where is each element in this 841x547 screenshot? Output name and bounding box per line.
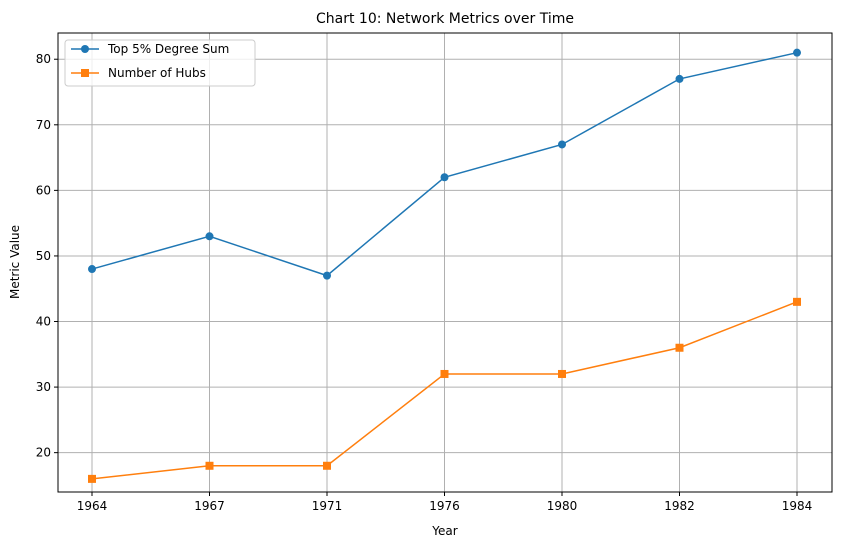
data-point bbox=[323, 271, 331, 280]
series-layer bbox=[88, 48, 801, 483]
x-tick-label: 1971 bbox=[312, 499, 343, 513]
y-tick-label: 70 bbox=[36, 118, 51, 132]
x-tick-label: 1980 bbox=[547, 499, 578, 513]
data-point bbox=[793, 48, 801, 57]
data-point bbox=[88, 265, 96, 274]
data-point bbox=[440, 173, 449, 182]
y-tick-label: 30 bbox=[36, 380, 51, 394]
data-point bbox=[675, 74, 684, 83]
legend-label-top5: Top 5% Degree Sum bbox=[107, 42, 229, 56]
data-point bbox=[558, 369, 566, 378]
data-point bbox=[675, 343, 684, 352]
data-point bbox=[88, 474, 96, 483]
x-tick-label: 1984 bbox=[782, 499, 813, 513]
x-tick-label: 1964 bbox=[77, 499, 108, 513]
chart-title: Chart 10: Network Metrics over Time bbox=[316, 11, 574, 27]
y-tick-label: 50 bbox=[36, 249, 51, 263]
y-axis-title: Metric Value bbox=[8, 225, 22, 299]
legend-label-hubs: Number of Hubs bbox=[108, 66, 206, 80]
x-tick-label: 1982 bbox=[664, 499, 695, 513]
data-point bbox=[205, 461, 214, 470]
data-point bbox=[205, 232, 214, 241]
x-axis-title: Year bbox=[431, 524, 457, 538]
y-tick-label: 20 bbox=[36, 446, 51, 460]
y-tick-label: 40 bbox=[36, 315, 51, 329]
legend: Top 5% Degree Sum Number of Hubs bbox=[64, 39, 256, 87]
data-point bbox=[558, 140, 566, 149]
data-point bbox=[793, 297, 801, 306]
grid bbox=[58, 33, 832, 492]
x-tick-label: 1976 bbox=[429, 499, 460, 513]
legend-marker-top5 bbox=[81, 45, 89, 53]
legend-marker-hubs bbox=[81, 69, 89, 77]
x-tick-label: 1967 bbox=[194, 499, 225, 513]
legend-box bbox=[64, 39, 256, 87]
data-point bbox=[440, 369, 449, 378]
y-tick-label: 80 bbox=[36, 52, 51, 66]
y-tick-label: 60 bbox=[36, 183, 51, 197]
axes: 1964 1967 1971 1976 1980 1982 1984 20 30 40 50 60 70… bbox=[36, 52, 813, 513]
data-point bbox=[323, 461, 331, 470]
